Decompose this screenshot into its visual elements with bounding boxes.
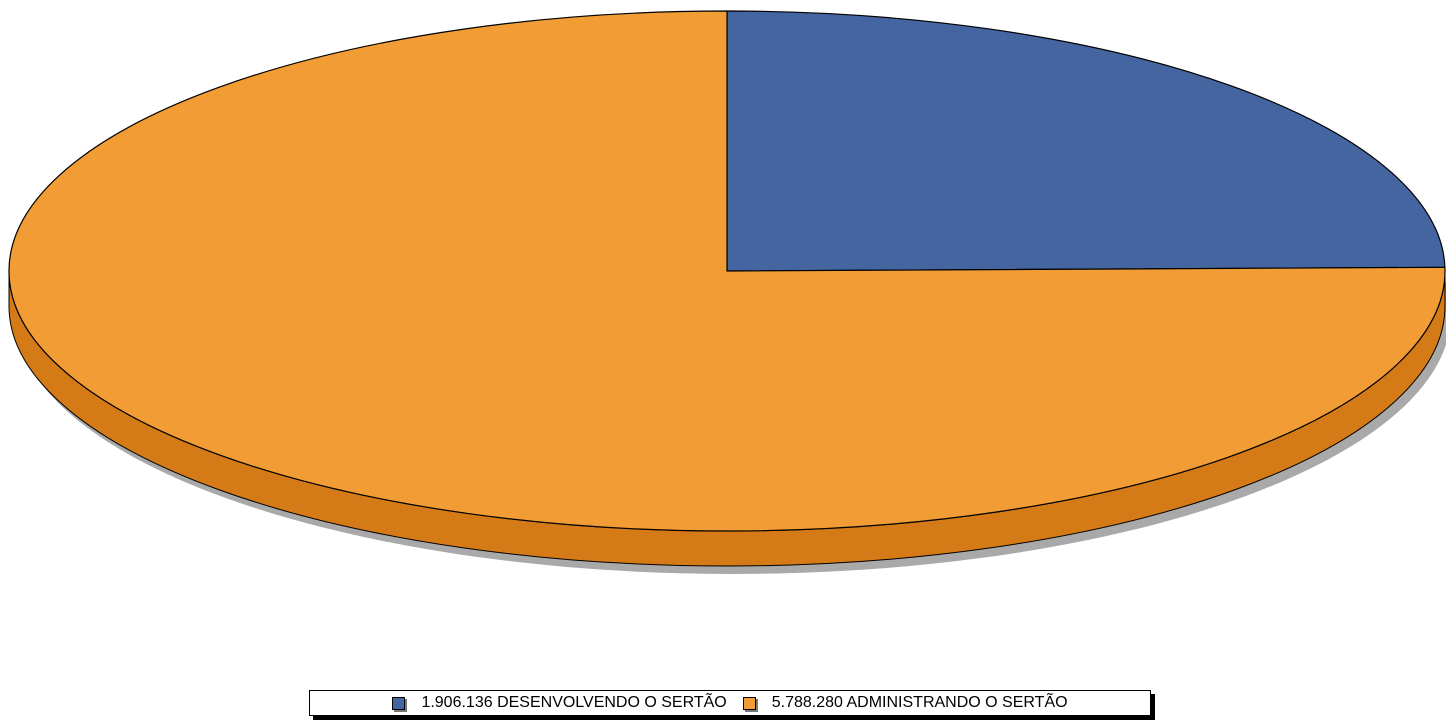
legend-container: 1.906.136 DESENVOLVENDO O SERTÃO 5.788.2… — [309, 690, 1155, 720]
legend-label-desenvolvendo: 1.906.136 DESENVOLVENDO O SERTÃO — [421, 694, 727, 711]
legend-label-administrando: 5.788.280 ADMINISTRANDO O SERTÃO — [771, 694, 1068, 711]
legend-swatch-desenvolvendo — [392, 696, 406, 710]
pie-slice-0 — [726, 10, 1446, 272]
legend-item-administrando: 5.788.280 ADMINISTRANDO O SERTÃO — [742, 694, 1068, 712]
legend: 1.906.136 DESENVOLVENDO O SERTÃO 5.788.2… — [309, 690, 1151, 716]
legend-swatch-administrando — [742, 696, 756, 710]
pie-slice-1 — [8, 10, 1446, 532]
legend-item-desenvolvendo: 1.906.136 DESENVOLVENDO O SERTÃO — [392, 694, 727, 712]
